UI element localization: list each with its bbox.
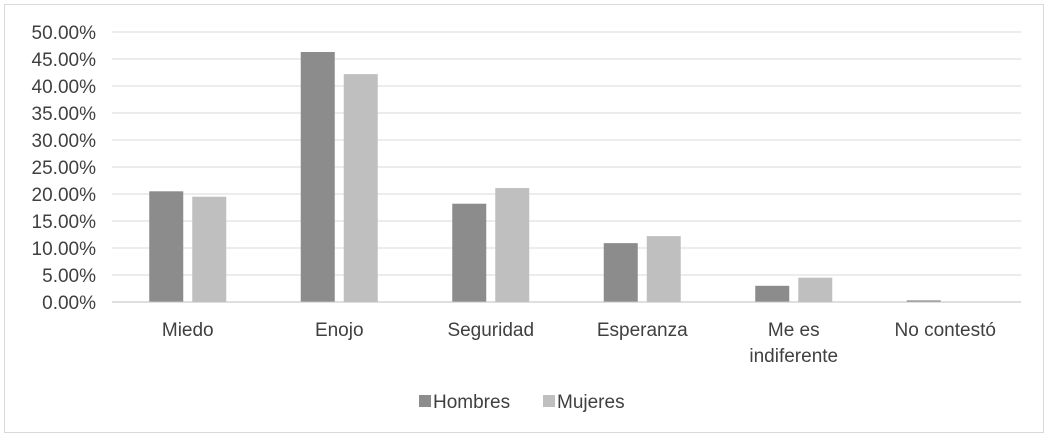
bar-hombres-0 bbox=[149, 191, 184, 302]
gridlines bbox=[112, 31, 1021, 276]
y-tick-label: 25.00% bbox=[32, 158, 97, 179]
y-tick-label: 40.00% bbox=[32, 77, 97, 98]
bar-mujeres-4 bbox=[798, 277, 833, 302]
y-tick-label: 0.00% bbox=[42, 293, 96, 314]
y-axis-ticks: 0.00% 5.00% 10.00% 15.00% 20.00% 25.00% 30.00%… bbox=[32, 23, 97, 314]
y-tick-label: 50.00% bbox=[32, 23, 97, 44]
bar-mujeres-1 bbox=[343, 74, 378, 303]
bar-hombres-4 bbox=[755, 285, 790, 302]
x-category-label: Me es bbox=[768, 320, 820, 341]
legend: Hombres Mujeres bbox=[419, 392, 625, 413]
y-tick-label: 15.00% bbox=[32, 212, 97, 233]
legend-swatch-mujeres bbox=[543, 395, 555, 407]
bars bbox=[149, 51, 941, 303]
bar-hombres-3 bbox=[603, 243, 638, 302]
bar-hombres-2 bbox=[452, 203, 487, 302]
y-tick-label: 45.00% bbox=[32, 50, 97, 71]
y-tick-label: 20.00% bbox=[32, 185, 97, 206]
x-axis-categories: Miedo Enojo Seguridad Esperanza Me es indifer… bbox=[162, 320, 996, 367]
bar-mujeres-2 bbox=[495, 188, 530, 302]
x-category-label: Enojo bbox=[315, 320, 364, 341]
x-category-label: indiferente bbox=[749, 346, 838, 367]
legend-swatch-hombres bbox=[419, 395, 431, 407]
bar-hombres-5 bbox=[906, 300, 941, 302]
bar-mujeres-0 bbox=[192, 196, 227, 302]
bar-hombres-1 bbox=[300, 51, 335, 303]
x-category-label: No contestó bbox=[895, 320, 996, 341]
x-category-label: Seguridad bbox=[447, 320, 534, 341]
y-tick-label: 5.00% bbox=[42, 266, 96, 287]
x-category-label: Miedo bbox=[162, 320, 214, 341]
legend-label-mujeres: Mujeres bbox=[557, 392, 625, 413]
bar-mujeres-3 bbox=[646, 236, 681, 302]
x-category-label: Esperanza bbox=[597, 320, 688, 341]
y-tick-label: 10.00% bbox=[32, 239, 97, 260]
y-tick-label: 30.00% bbox=[32, 131, 97, 152]
y-tick-label: 35.00% bbox=[32, 104, 97, 125]
legend-label-hombres: Hombres bbox=[433, 392, 510, 413]
